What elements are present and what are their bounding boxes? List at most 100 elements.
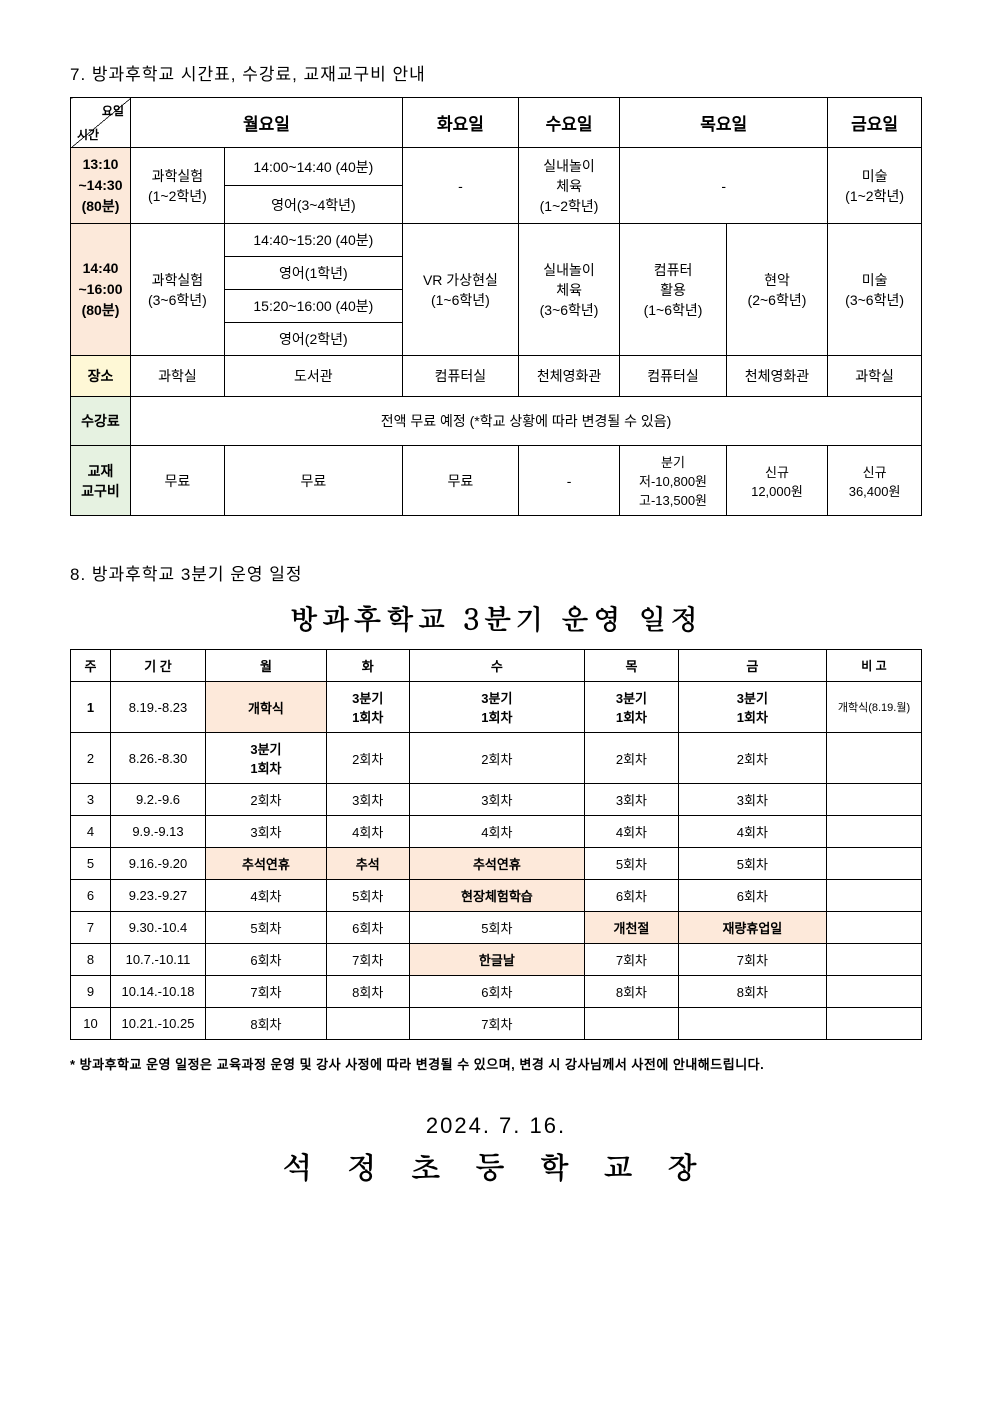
week-note bbox=[827, 1008, 922, 1040]
schedule-big-title: 방과후학교 3분기 운영 일정 bbox=[70, 597, 922, 637]
schedule-cell: 개학식 bbox=[206, 682, 327, 733]
time-slot-2: 14:40 ~16:00 (80분) bbox=[71, 224, 131, 356]
hdr-thu: 목 bbox=[585, 650, 679, 682]
week-num: 6 bbox=[71, 880, 111, 912]
r2-mon-b3: 15:20~16:00 (40분) bbox=[224, 290, 402, 323]
schedule-row: 59.16.-9.20추석연휴추석추석연휴5회차5회차 bbox=[71, 848, 922, 880]
schedule-cell: 4회차 bbox=[326, 816, 409, 848]
timetable: 요일 시간 월요일 화요일 수요일 목요일 금요일 13:10 ~14:30 (… bbox=[70, 97, 922, 516]
schedule-cell: 7회차 bbox=[206, 976, 327, 1008]
schedule-cell: 5회차 bbox=[678, 848, 826, 880]
week-period: 9.9.-9.13 bbox=[111, 816, 206, 848]
week-period: 9.2.-9.6 bbox=[111, 784, 206, 816]
week-num: 8 bbox=[71, 944, 111, 976]
hdr-wed: 수 bbox=[409, 650, 585, 682]
schedule-cell: 3회차 bbox=[585, 784, 679, 816]
schedule-cell: 6회차 bbox=[326, 912, 409, 944]
schedule-cell: 3분기 1회차 bbox=[678, 682, 826, 733]
day-tue: 화요일 bbox=[402, 98, 518, 148]
week-period: 8.26.-8.30 bbox=[111, 733, 206, 784]
week-num: 9 bbox=[71, 976, 111, 1008]
week-period: 9.23.-9.27 bbox=[111, 880, 206, 912]
week-note bbox=[827, 912, 922, 944]
day-fri: 금요일 bbox=[828, 98, 922, 148]
r1-mon-b2: 영어(3~4학년) bbox=[224, 186, 402, 224]
schedule-cell: 3회차 bbox=[206, 816, 327, 848]
schedule-footnote: * 방과후학교 운영 일정은 교육과정 운영 및 강사 사정에 따라 변경될 수… bbox=[70, 1054, 922, 1073]
week-period: 10.21.-10.25 bbox=[111, 1008, 206, 1040]
week-period: 10.7.-10.11 bbox=[111, 944, 206, 976]
place-2: 컴퓨터실 bbox=[402, 356, 518, 397]
footer-date: 2024. 7. 16. bbox=[70, 1113, 922, 1139]
week-num: 3 bbox=[71, 784, 111, 816]
place-3: 천체영화관 bbox=[518, 356, 619, 397]
schedule-cell: 현장체험학습 bbox=[409, 880, 585, 912]
week-note: 개학식(8.19.월) bbox=[827, 682, 922, 733]
schedule-cell: 6회차 bbox=[206, 944, 327, 976]
r1-tue: - bbox=[402, 148, 518, 224]
schedule-cell: 2회차 bbox=[678, 733, 826, 784]
week-period: 8.19.-8.23 bbox=[111, 682, 206, 733]
week-note bbox=[827, 733, 922, 784]
schedule-cell: 추석연휴 bbox=[206, 848, 327, 880]
schedule-cell: 5회차 bbox=[326, 880, 409, 912]
week-num: 2 bbox=[71, 733, 111, 784]
tuition-label: 수강료 bbox=[71, 397, 131, 446]
r2-tue: VR 가상현실 (1~6학년) bbox=[402, 224, 518, 356]
r2-thu-b: 현악 (2~6학년) bbox=[726, 224, 827, 356]
schedule-row: 18.19.-8.23개학식3분기 1회차3분기 1회차3분기 1회차3분기 1… bbox=[71, 682, 922, 733]
schedule-row: 69.23.-9.274회차5회차현장체험학습6회차6회차 bbox=[71, 880, 922, 912]
r1-mon-a: 과학실험 (1~2학년) bbox=[131, 148, 225, 224]
schedule-cell: 5회차 bbox=[409, 912, 585, 944]
place-1: 도서관 bbox=[224, 356, 402, 397]
mat-3: - bbox=[518, 446, 619, 516]
r1-fri: 미술 (1~2학년) bbox=[828, 148, 922, 224]
r1-mon-b1: 14:00~14:40 (40분) bbox=[224, 148, 402, 186]
tuition-text: 전액 무료 예정 (*학교 상황에 따라 변경될 수 있음) bbox=[131, 397, 922, 446]
schedule-cell: 7회차 bbox=[326, 944, 409, 976]
schedule-cell bbox=[326, 1008, 409, 1040]
mat-0: 무료 bbox=[131, 446, 225, 516]
mat-4: 분기 저-10,800원 고-13,500원 bbox=[620, 446, 726, 516]
schedule-cell: 3회차 bbox=[678, 784, 826, 816]
hdr-note: 비 고 bbox=[827, 650, 922, 682]
day-wed: 수요일 bbox=[518, 98, 619, 148]
schedule-cell: 재량휴업일 bbox=[678, 912, 826, 944]
schedule-header-row: 주 기 간 월 화 수 목 금 비 고 bbox=[71, 650, 922, 682]
schedule-cell: 4회차 bbox=[206, 880, 327, 912]
week-note bbox=[827, 880, 922, 912]
schedule-row: 79.30.-10.45회차6회차5회차개천절재량휴업일 bbox=[71, 912, 922, 944]
diagonal-header: 요일 시간 bbox=[71, 98, 131, 148]
r2-mon-b1: 14:40~15:20 (40분) bbox=[224, 224, 402, 257]
schedule-row: 28.26.-8.303분기 1회차2회차2회차2회차2회차 bbox=[71, 733, 922, 784]
schedule-cell: 5회차 bbox=[585, 848, 679, 880]
section-8-title: 8. 방과후학교 3분기 운영 일정 bbox=[70, 560, 922, 585]
schedule-cell: 8회차 bbox=[326, 976, 409, 1008]
schedule-cell: 2회차 bbox=[206, 784, 327, 816]
week-note bbox=[827, 976, 922, 1008]
week-num: 10 bbox=[71, 1008, 111, 1040]
schedule-cell: 7회차 bbox=[585, 944, 679, 976]
day-thu: 목요일 bbox=[620, 98, 828, 148]
schedule-cell: 한글날 bbox=[409, 944, 585, 976]
schedule-cell: 3분기 1회차 bbox=[585, 682, 679, 733]
schedule-row: 910.14.-10.187회차8회차6회차8회차8회차 bbox=[71, 976, 922, 1008]
schedule-table: 주 기 간 월 화 수 목 금 비 고 18.19.-8.23개학식 3분기 1회… bbox=[70, 649, 922, 1040]
schedule-cell bbox=[585, 1008, 679, 1040]
schedule-cell: 4회차 bbox=[678, 816, 826, 848]
r1-thu: - bbox=[620, 148, 828, 224]
week-period: 10.14.-10.18 bbox=[111, 976, 206, 1008]
schedule-cell: 3분기 1회차 bbox=[409, 682, 585, 733]
r2-mon-b4: 영어(2학년) bbox=[224, 323, 402, 356]
schedule-cell: 추석연휴 bbox=[409, 848, 585, 880]
week-period: 9.16.-9.20 bbox=[111, 848, 206, 880]
schedule-cell bbox=[678, 1008, 826, 1040]
week-note bbox=[827, 944, 922, 976]
time-slot-1: 13:10 ~14:30 (80분) bbox=[71, 148, 131, 224]
footer-name: 석 정 초 등 학 교 장 bbox=[70, 1145, 922, 1187]
schedule-cell: 5회차 bbox=[206, 912, 327, 944]
r2-fri: 미술 (3~6학년) bbox=[828, 224, 922, 356]
week-num: 1 bbox=[71, 682, 111, 733]
place-6: 과학실 bbox=[828, 356, 922, 397]
schedule-cell: 7회차 bbox=[678, 944, 826, 976]
